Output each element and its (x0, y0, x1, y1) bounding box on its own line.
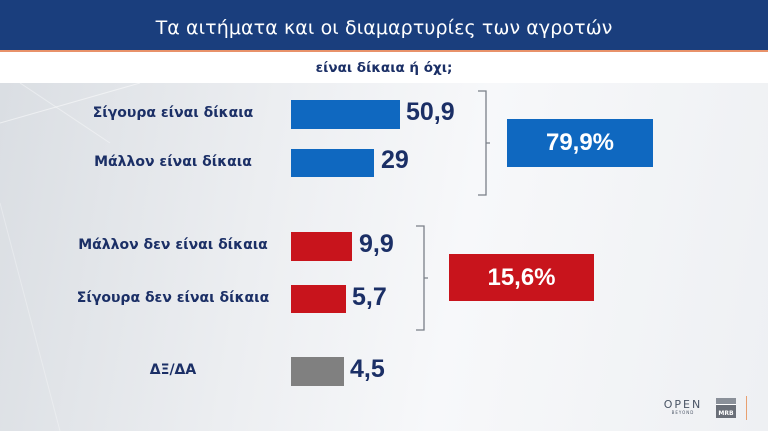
logo-divider (746, 396, 747, 420)
chart-subtitle: είναι δίκαια ή όχι; (315, 59, 453, 76)
mrb-logo-text: MRB (718, 410, 734, 417)
bar-probably-fair (291, 149, 374, 177)
bar-definitely-not-fair (291, 285, 346, 313)
value-probably-fair: 29 (381, 146, 409, 174)
value-definitely-fair: 50,9 (406, 98, 455, 126)
value-dont-know: 4,5 (350, 355, 385, 383)
row-label-definitely-fair: Σίγουρα είναι δίκαια (92, 105, 254, 121)
total-positive-value: 79,9% (545, 129, 615, 156)
value-definitely-not-fair: 5,7 (352, 283, 387, 311)
subtitle-band: είναι δίκαια ή όχι; (0, 52, 768, 83)
open-logo-text: OPEN (663, 398, 703, 411)
brace-negative-icon (416, 225, 428, 331)
open-beyond-logo: OPEN BEYOND (662, 399, 704, 416)
row-label-probably-not-fair: Μάλλον δεν είναι δίκαια (78, 237, 268, 253)
header-bar: Τα αιτήματα και οι διαμαρτυρίες των αγρο… (0, 0, 768, 50)
chart-title: Τα αιτήματα και οι διαμαρτυρίες των αγρο… (155, 17, 613, 39)
bar-definitely-fair (291, 100, 400, 129)
row-label-definitely-not-fair: Σίγουρα δεν είναι δίκαια (76, 290, 270, 306)
open-logo-subtext: BEYOND (671, 410, 695, 415)
row-label-dont-know: ΔΞ/ΔΑ (149, 362, 197, 378)
bar-dont-know (291, 357, 344, 386)
total-negative-value: 15,6% (487, 263, 556, 291)
total-positive-box: 79,9% (507, 119, 653, 167)
bar-probably-not-fair (291, 232, 352, 261)
value-probably-not-fair: 9,9 (359, 230, 394, 258)
total-negative-box: 15,6% (449, 254, 594, 301)
mrb-logo: MRB (716, 398, 736, 418)
brace-positive-icon (478, 90, 490, 196)
accent-divider (0, 50, 768, 52)
row-label-probably-fair: Μάλλον είναι δίκαια (94, 154, 252, 170)
mrb-logo-band (716, 398, 736, 405)
